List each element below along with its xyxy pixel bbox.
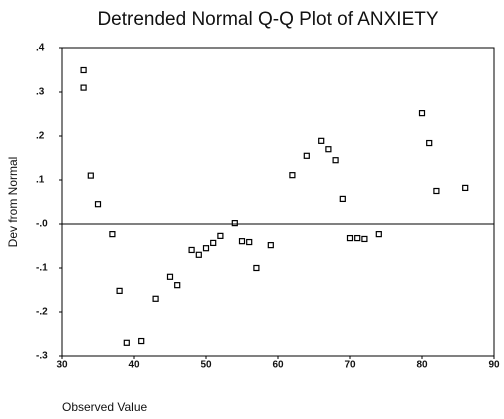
point xyxy=(433,187,440,195)
point xyxy=(109,231,116,238)
point xyxy=(361,235,368,243)
y-tick-label: .1 xyxy=(36,175,45,186)
point xyxy=(210,239,217,247)
point xyxy=(116,287,123,294)
x-tick-label: 80 xyxy=(416,360,428,371)
point xyxy=(303,152,310,159)
point xyxy=(346,234,354,242)
point xyxy=(152,295,159,302)
y-tick-label: -.0 xyxy=(36,219,48,230)
point xyxy=(332,157,339,164)
x-tick-label: 40 xyxy=(128,360,140,371)
point xyxy=(138,337,145,345)
y-tick-label: .4 xyxy=(36,43,45,54)
point xyxy=(289,172,296,179)
point xyxy=(202,245,210,252)
point xyxy=(462,184,469,192)
point xyxy=(238,238,246,245)
point xyxy=(325,146,332,153)
x-tick-label: 60 xyxy=(272,360,284,371)
chart-title: Detrended Normal Q-Q Plot of ANXIETY xyxy=(97,9,438,30)
point xyxy=(426,139,433,147)
point xyxy=(246,238,253,246)
point xyxy=(80,84,87,91)
point xyxy=(339,195,346,203)
y-tick-label: .3 xyxy=(36,87,45,98)
y-tick-label: -.3 xyxy=(36,351,48,362)
x-tick-label: 90 xyxy=(488,360,500,371)
point xyxy=(267,242,274,249)
point xyxy=(80,66,87,74)
point xyxy=(217,232,224,239)
point xyxy=(231,220,238,227)
point xyxy=(253,264,260,272)
x-tick-label: 30 xyxy=(56,360,68,371)
point xyxy=(123,339,130,346)
y-tick-label: -.2 xyxy=(36,307,48,318)
point xyxy=(318,137,325,144)
point xyxy=(375,231,382,238)
plot-frame xyxy=(61,47,495,357)
y-axis-label: Dev from Normal xyxy=(6,157,20,248)
y-tick-label: .2 xyxy=(36,131,45,142)
point xyxy=(418,110,426,117)
x-axis-label: Observed Value xyxy=(62,400,147,414)
point xyxy=(174,282,181,289)
point xyxy=(94,201,102,208)
point xyxy=(188,246,195,254)
point xyxy=(87,172,94,179)
x-tick-label: 50 xyxy=(200,360,212,371)
point xyxy=(166,273,174,280)
point xyxy=(354,234,361,242)
point xyxy=(195,251,202,258)
x-tick-label: 70 xyxy=(344,360,356,371)
y-tick-label: -.1 xyxy=(36,263,48,274)
